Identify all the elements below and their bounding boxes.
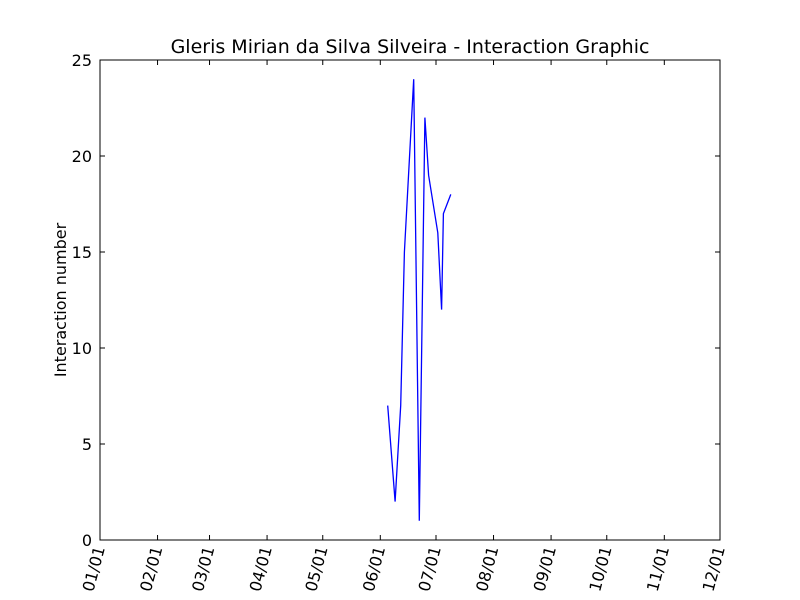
y-tick-label: 5 (82, 435, 92, 454)
series-group (387, 79, 452, 521)
y-tick-label: 15 (72, 243, 92, 262)
y-axis: 0 5 10 15 20 25 (72, 51, 720, 550)
x-tick-label: 10/01 (585, 544, 615, 593)
x-axis: 01/01 02/01 03/01 04/01 05/01 06/01 07/01 08/01… (79, 60, 729, 594)
y-tick-label: 25 (72, 51, 92, 70)
y-axis-label: Interaction number (51, 222, 70, 377)
x-tick-label: 09/01 (530, 544, 560, 593)
x-tick-label: 06/01 (359, 544, 389, 593)
x-tick-label: 04/01 (246, 544, 276, 593)
y-tick-label: 10 (72, 339, 92, 358)
y-tick-label: 20 (72, 147, 92, 166)
x-tick-label: 05/01 (301, 544, 331, 593)
chart-title: Gleris Mirian da Silva Silveira - Intera… (171, 36, 650, 58)
x-tick-label: 02/01 (136, 544, 166, 593)
x-tick-label: 11/01 (643, 544, 673, 593)
x-tick-label: 12/01 (699, 544, 729, 593)
x-tick-label: 07/01 (415, 544, 445, 593)
x-tick-label: 08/01 (472, 544, 502, 593)
plot-frame (99, 59, 721, 541)
y-tick-label: 0 (82, 531, 92, 550)
x-tick-label: 03/01 (188, 544, 218, 593)
series-line (387, 79, 452, 521)
x-tick-label: 01/01 (79, 544, 109, 593)
